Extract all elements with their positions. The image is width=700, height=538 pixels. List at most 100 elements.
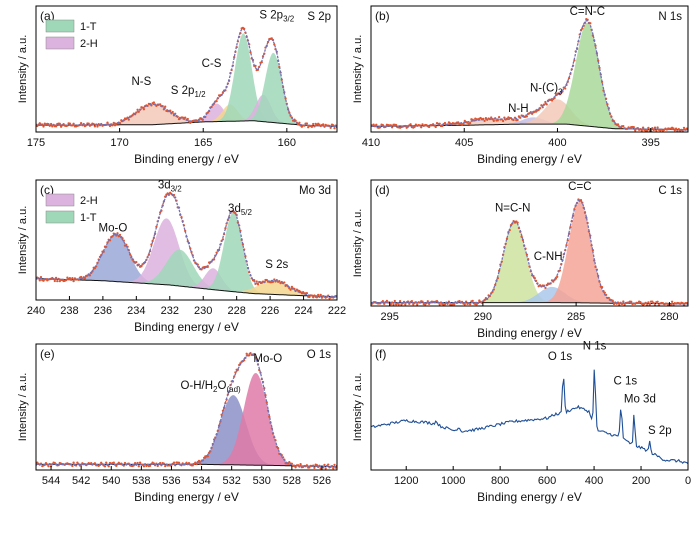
data-point: [438, 303, 441, 306]
y-axis-label: Intensity / a.u.: [17, 35, 29, 103]
x-tick-label: 526: [313, 475, 331, 487]
peak-annotation: S 2p: [648, 425, 672, 437]
plot-area-d: [371, 198, 688, 306]
data-point: [435, 299, 439, 303]
data-point: [410, 299, 414, 303]
peak-annotation: C 1s: [613, 376, 637, 388]
x-tick-label: 175: [27, 137, 45, 149]
raw-data-b: [371, 17, 688, 132]
legend-label: 2-H: [80, 195, 98, 207]
panel-label: (c): [40, 183, 54, 197]
x-tick-label: 290: [474, 311, 492, 323]
data-point: [438, 122, 441, 125]
data-point: [115, 464, 118, 468]
data-point: [305, 122, 309, 125]
data-point: [265, 278, 268, 282]
x-tick-label: 285: [567, 311, 585, 323]
x-tick-label: 400: [585, 475, 603, 487]
data-point: [39, 275, 43, 279]
data-point: [319, 293, 322, 297]
x-tick-label: 238: [60, 305, 78, 317]
data-point: [42, 125, 45, 128]
x-tick-label: 234: [127, 305, 145, 317]
data-point: [87, 122, 90, 125]
component-peak-e-1: [36, 373, 337, 467]
data-point: [186, 117, 189, 121]
data-point: [333, 127, 336, 130]
data-point: [420, 126, 423, 129]
x-tick-label: 534: [192, 475, 210, 487]
data-point: [567, 232, 571, 235]
legend-c: 2-H1-T: [45, 193, 98, 224]
data-point: [434, 125, 437, 129]
data-point: [103, 465, 107, 468]
x-axis-label: Binding energy / eV: [134, 320, 239, 334]
axes-frame-e: [35, 343, 338, 471]
plot-area-a: [36, 26, 337, 130]
x-tick-label: 200: [632, 475, 650, 487]
data-point: [305, 292, 309, 295]
data-point: [308, 466, 311, 469]
data-point: [54, 276, 58, 280]
peak-annotation: N-(C)3: [530, 83, 563, 97]
data-point: [71, 124, 74, 127]
data-point: [516, 118, 519, 122]
data-point: [558, 93, 562, 96]
x-tick-label: 230: [194, 305, 212, 317]
peak-annotation: S 2s: [265, 259, 288, 271]
x-tick-label: 232: [161, 305, 179, 317]
panel-e: 544 542 540 538 536 534 532 530 528 526 Binding en…: [17, 343, 338, 504]
data-point: [324, 467, 327, 470]
data-point: [392, 303, 395, 306]
data-point: [299, 463, 302, 466]
data-point: [383, 302, 386, 306]
panel-label: (f): [375, 347, 386, 361]
data-point: [137, 465, 140, 468]
x-axis-label: Binding energy / eV: [134, 490, 239, 504]
data-point: [632, 125, 635, 129]
x-tick-label: 240: [27, 305, 45, 317]
panel-c: 240 238 236 234 232 230 228 226 224 222 Binding en…: [17, 179, 346, 334]
data-point: [310, 125, 314, 128]
component-peak-a-0: [36, 104, 337, 127]
x-tick-label: 395: [642, 137, 660, 149]
component-peak-c-2: [36, 249, 337, 297]
data-point: [443, 303, 447, 306]
data-point: [294, 466, 297, 469]
data-point: [320, 296, 324, 299]
data-point: [492, 119, 495, 123]
panel-label: (e): [40, 347, 55, 361]
x-tick-label: 295: [380, 311, 398, 323]
data-point: [389, 303, 392, 306]
axes-frame-b: [370, 5, 689, 133]
data-point: [319, 467, 322, 470]
data-point: [427, 302, 431, 306]
data-point: [630, 300, 633, 303]
panel-d: 295 290 285 280 Binding energy / eV Intensity…: [352, 179, 689, 340]
data-point: [672, 303, 675, 306]
data-point: [123, 461, 127, 465]
x-tick-label: 0: [685, 475, 691, 487]
data-point: [96, 125, 99, 128]
data-point: [215, 251, 218, 254]
peak-annotation: N=C-N: [495, 203, 530, 215]
data-point: [71, 464, 74, 468]
data-point: [72, 279, 75, 283]
panel-label: (d): [375, 183, 390, 197]
data-point: [463, 303, 466, 306]
x-tick-label: 1000: [441, 475, 465, 487]
data-point: [607, 296, 610, 300]
x-tick-label: 542: [72, 475, 90, 487]
peak-annotation: N-S: [131, 76, 151, 88]
data-point: [164, 464, 167, 468]
x-tick-label: 410: [362, 137, 380, 149]
peak-annotation: C=C: [568, 181, 591, 193]
data-point: [56, 279, 59, 283]
data-point: [670, 300, 674, 303]
data-point: [622, 300, 625, 303]
data-point: [136, 461, 139, 465]
x-tick-label: 224: [294, 305, 312, 317]
data-point: [312, 122, 315, 126]
data-point: [653, 126, 657, 129]
data-point: [171, 110, 174, 114]
